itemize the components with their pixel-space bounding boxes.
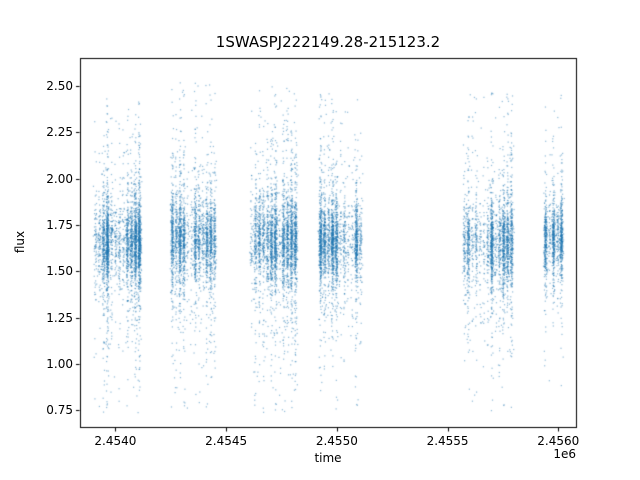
chart-title: 1SWASPJ222149.28-215123.2 [215, 33, 441, 51]
x-tick-label: 2.4560 [537, 434, 580, 448]
x-axis-label: time [314, 451, 342, 465]
y-tick-label: 2.50 [46, 78, 73, 93]
x-tick-label: 2.4550 [315, 434, 358, 448]
y-tick-label: 1.75 [46, 217, 73, 232]
x-tick-label: 2.4555 [426, 434, 469, 448]
x-axis-offset-label: 1e6 [553, 447, 576, 461]
y-tick-label: 2.25 [46, 125, 73, 140]
y-tick-label: 0.75 [46, 403, 73, 418]
y-tick-label: 2.00 [46, 171, 73, 186]
x-tick-label: 2.4545 [205, 434, 248, 448]
y-axis-label: flux [13, 230, 27, 254]
x-tick-label: 2.4540 [94, 434, 137, 448]
y-tick-label: 1.00 [46, 356, 73, 371]
y-tick-label: 1.50 [46, 264, 73, 279]
y-tick-label: 1.25 [46, 310, 73, 325]
